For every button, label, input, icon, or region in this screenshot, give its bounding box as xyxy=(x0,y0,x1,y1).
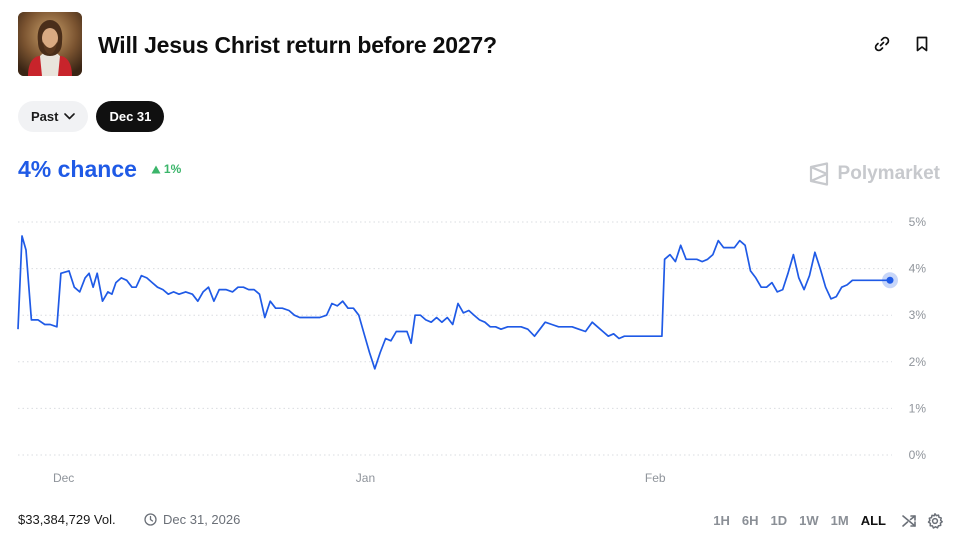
bookmark-icon[interactable] xyxy=(912,34,932,54)
series-line xyxy=(17,235,890,370)
y-tick-label: 0% xyxy=(909,448,927,462)
range-1h[interactable]: 1H xyxy=(713,513,730,528)
past-dropdown-button[interactable]: Past xyxy=(18,101,89,132)
clock-icon xyxy=(144,513,157,526)
change-badge: 1% xyxy=(151,162,181,176)
price-chart[interactable]: 5% 4% 3% 2% 1% 0% Dec Jan Feb xyxy=(0,200,962,495)
volume-text: $33,384,729 Vol. xyxy=(18,512,116,527)
time-range-selector: 1H 6H 1D 1W 1M ALL xyxy=(707,509,944,532)
range-6h[interactable]: 6H xyxy=(741,513,759,528)
market-thumbnail[interactable] xyxy=(18,12,82,76)
range-1m[interactable]: 1M xyxy=(830,513,849,528)
chance-summary: 4% chance 1% xyxy=(18,153,181,185)
chevron-down-icon xyxy=(64,113,76,120)
shuffle-icon[interactable] xyxy=(900,512,918,530)
y-tick-label: 4% xyxy=(909,262,927,276)
price-chart-svg[interactable]: 5% 4% 3% 2% 1% 0% Dec Jan Feb xyxy=(0,200,962,495)
range-1d[interactable]: 1D xyxy=(770,513,788,528)
x-tick-label: Jan xyxy=(356,471,375,485)
link-icon[interactable] xyxy=(872,34,892,54)
y-tick-label: 5% xyxy=(909,215,927,229)
end-date: Dec 31, 2026 xyxy=(144,512,240,527)
x-tick-label: Feb xyxy=(645,471,666,485)
change-value: 1% xyxy=(163,162,182,176)
settings-gear-icon[interactable] xyxy=(926,512,944,530)
chance-value: 4% chance xyxy=(18,155,137,182)
date-pill-dec-31[interactable]: Dec 31 xyxy=(96,101,165,132)
range-all[interactable]: ALL xyxy=(860,513,886,528)
polymarket-watermark: Polymarket xyxy=(808,162,940,186)
triangle-up-icon xyxy=(151,165,161,173)
date-filter-pills: Past Dec 31 xyxy=(18,101,165,132)
y-tick-label: 1% xyxy=(909,401,927,415)
market-header: Will Jesus Christ return before 2027? xyxy=(18,12,944,76)
watermark-text: Polymarket xyxy=(837,163,940,184)
chart-footer: $33,384,729 Vol. Dec 31, 2026 1H 6H 1D 1… xyxy=(18,506,944,534)
y-tick-label: 3% xyxy=(909,308,927,322)
y-tick-label: 2% xyxy=(909,355,927,369)
last-point-marker[interactable] xyxy=(886,276,894,284)
market-title: Will Jesus Christ return before 2027? xyxy=(98,32,497,58)
range-1w[interactable]: 1W xyxy=(799,513,819,528)
end-date-text: Dec 31, 2026 xyxy=(163,512,241,527)
past-label: Past xyxy=(31,109,59,124)
polymarket-logo-icon xyxy=(809,162,828,186)
jesus-portrait-icon xyxy=(18,12,82,76)
x-tick-label: Dec xyxy=(53,471,74,485)
